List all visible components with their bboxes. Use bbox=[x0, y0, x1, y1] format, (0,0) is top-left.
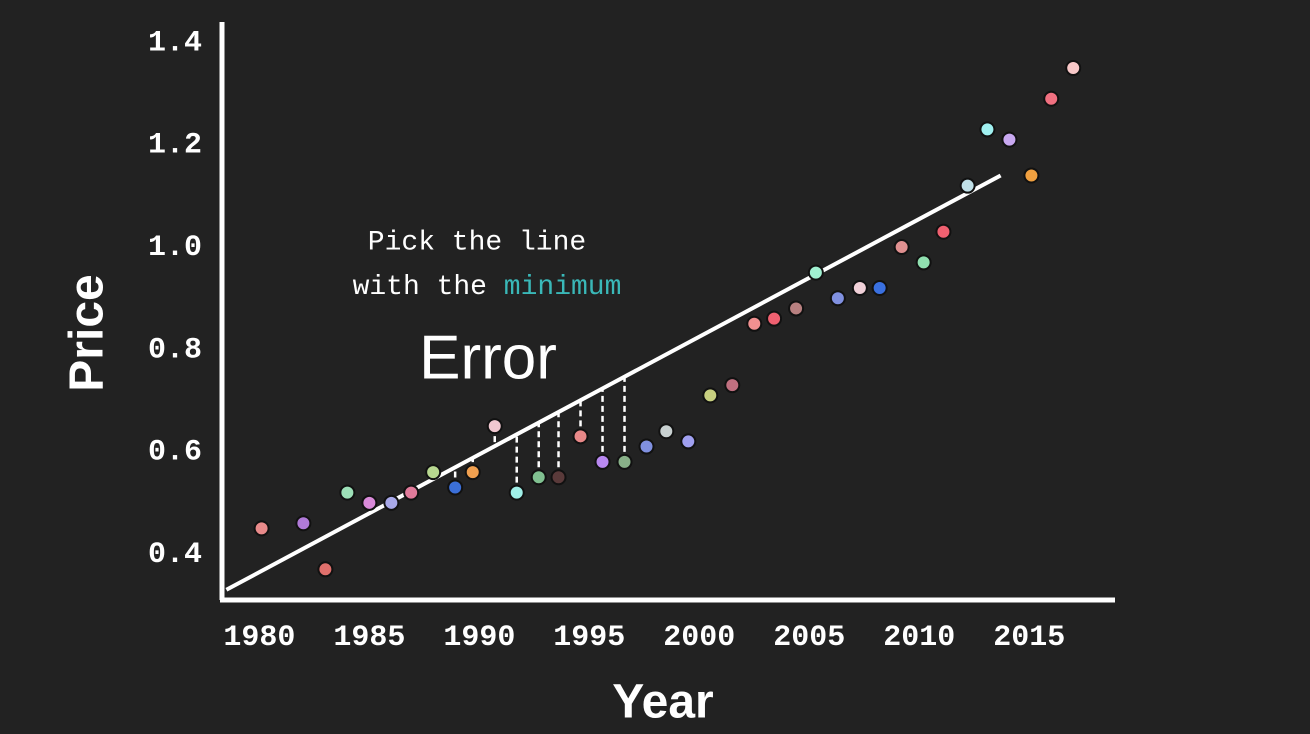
point bbox=[807, 264, 824, 281]
point bbox=[339, 484, 356, 501]
x-tick-label: 1995 bbox=[553, 621, 625, 655]
point bbox=[1001, 131, 1018, 148]
annotation-highlight: minimum bbox=[504, 272, 622, 303]
y-tick-label: 0.4 bbox=[148, 538, 202, 572]
point bbox=[935, 223, 952, 240]
point bbox=[1023, 167, 1040, 184]
point bbox=[959, 177, 976, 194]
point bbox=[638, 438, 655, 455]
point bbox=[486, 418, 503, 435]
point bbox=[383, 494, 400, 511]
x-tick-label: 1980 bbox=[223, 621, 295, 655]
point bbox=[746, 315, 763, 332]
point bbox=[766, 310, 783, 327]
point bbox=[915, 254, 932, 271]
y-axis-label: Price bbox=[61, 274, 114, 391]
point bbox=[788, 300, 805, 317]
point bbox=[447, 479, 464, 496]
point bbox=[550, 469, 567, 486]
point bbox=[594, 453, 611, 470]
y-tick-label: 0.8 bbox=[148, 333, 202, 367]
point bbox=[1065, 60, 1082, 77]
x-axis-label: Year bbox=[612, 676, 713, 729]
point bbox=[616, 453, 633, 470]
x-tick-label: 2005 bbox=[773, 621, 845, 655]
point bbox=[403, 484, 420, 501]
point bbox=[702, 387, 719, 404]
point bbox=[425, 464, 442, 481]
point bbox=[658, 423, 675, 440]
y-tick-label: 1.4 bbox=[148, 26, 202, 60]
point bbox=[508, 484, 525, 501]
point bbox=[893, 239, 910, 256]
y-tick-label: 1.0 bbox=[148, 231, 202, 265]
point bbox=[829, 290, 846, 307]
point bbox=[979, 121, 996, 138]
x-tick-label: 2010 bbox=[883, 621, 955, 655]
point bbox=[680, 433, 697, 450]
point bbox=[724, 377, 741, 394]
point bbox=[361, 494, 378, 511]
x-tick-label: 2015 bbox=[993, 621, 1065, 655]
point bbox=[572, 428, 589, 445]
x-tick-label: 1990 bbox=[443, 621, 515, 655]
annotation-emphasis: Error bbox=[419, 323, 557, 392]
point bbox=[317, 561, 334, 578]
y-tick-label: 0.6 bbox=[148, 436, 202, 470]
annotation-line: Pick the line bbox=[368, 227, 586, 258]
point bbox=[530, 469, 547, 486]
fit-line bbox=[225, 173, 1002, 592]
point bbox=[1043, 90, 1060, 107]
point bbox=[871, 279, 888, 296]
x-tick-label: 2000 bbox=[663, 621, 735, 655]
point bbox=[253, 520, 270, 537]
annotation-line: with the minimum bbox=[353, 272, 622, 303]
point bbox=[464, 464, 481, 481]
point bbox=[295, 515, 312, 532]
x-tick-label: 1985 bbox=[333, 621, 405, 655]
point bbox=[851, 279, 868, 296]
annotation-text: with the bbox=[353, 272, 487, 303]
y-tick-label: 1.2 bbox=[148, 129, 202, 163]
